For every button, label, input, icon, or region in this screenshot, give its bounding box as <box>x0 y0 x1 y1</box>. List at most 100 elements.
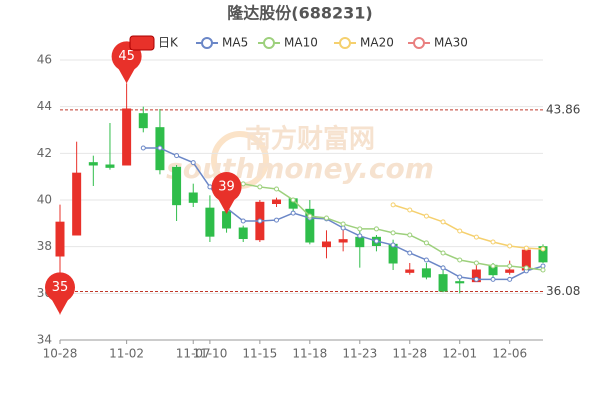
ma-point <box>440 250 446 256</box>
ma-point <box>357 233 363 239</box>
watermark: southmoney.com <box>166 152 434 185</box>
y-tick-label: 44 <box>37 99 52 113</box>
annotation-label: 35 <box>52 280 69 295</box>
candle-body <box>455 281 465 284</box>
ma-point <box>373 226 379 232</box>
ma-point <box>274 186 280 192</box>
candle-body <box>88 162 98 166</box>
ma-point <box>373 238 379 244</box>
x-tick-label: 11-02 <box>109 347 144 361</box>
x-tick-label: 11-10 <box>192 347 227 361</box>
candle-body <box>122 108 132 166</box>
ma-point <box>473 276 479 282</box>
candle-body <box>55 221 65 257</box>
y-tick-label: 42 <box>37 146 52 160</box>
reference-label: 36.08 <box>546 284 580 298</box>
ma-point <box>423 257 429 263</box>
x-tick-label: 11-07 <box>176 347 211 361</box>
ma-point <box>407 232 413 238</box>
ma-point <box>407 207 413 213</box>
candle-body <box>72 172 82 236</box>
ma-point <box>423 240 429 246</box>
y-tick-label: 38 <box>37 239 52 253</box>
ma-point <box>190 160 196 166</box>
ma-point <box>473 260 479 266</box>
x-tick-label: 10-28 <box>43 347 78 361</box>
ma-point <box>423 213 429 219</box>
x-tick-label: 12-06 <box>492 347 527 361</box>
legend-icon <box>201 37 213 49</box>
candle-body <box>305 208 315 243</box>
candle-body <box>205 207 215 237</box>
candle-body <box>405 269 415 273</box>
ma-point <box>390 242 396 248</box>
ma-point <box>240 181 246 187</box>
ma-point <box>473 234 479 240</box>
ma-point <box>390 230 396 236</box>
y-tick-label: 34 <box>37 333 52 347</box>
ma-point <box>507 243 513 249</box>
x-tick-label: 12-01 <box>442 347 477 361</box>
ma-point <box>357 226 363 232</box>
ma-point <box>523 245 529 251</box>
ma-point <box>540 246 546 252</box>
ma-point <box>490 276 496 282</box>
ma-point <box>257 184 263 190</box>
legend-label: MA5 <box>222 36 248 50</box>
ma-point <box>174 153 180 159</box>
ma-point <box>390 202 396 208</box>
legend-label: MA20 <box>360 36 394 50</box>
candle-body <box>505 269 515 273</box>
chart-title: 隆达股份(688231) <box>227 4 372 23</box>
candle-body <box>222 211 232 229</box>
ma-point <box>290 210 296 216</box>
annotation-label: 45 <box>118 49 135 64</box>
x-tick-label: 11-23 <box>342 347 377 361</box>
ma-point <box>457 228 463 234</box>
ma-point <box>490 239 496 245</box>
annotation-pin-head <box>45 272 75 303</box>
ma-point <box>457 257 463 263</box>
ma-point <box>257 218 263 224</box>
candle-body <box>355 236 365 248</box>
y-tick-label: 40 <box>37 193 52 207</box>
reference-label: 43.86 <box>546 102 580 116</box>
candle-body <box>321 241 331 248</box>
ma-point <box>457 274 463 280</box>
legend-label: MA30 <box>434 36 468 50</box>
ma-point <box>274 217 280 223</box>
candle-body <box>438 274 448 292</box>
ma-point <box>540 267 546 273</box>
candle-body <box>272 199 282 204</box>
x-tick-label: 11-18 <box>292 347 327 361</box>
annotation-label: 39 <box>218 180 235 195</box>
x-tick-label: 11-28 <box>392 347 427 361</box>
y-tick-label: 46 <box>37 53 52 67</box>
legend-label: 日K <box>158 36 179 50</box>
ma-point <box>307 213 313 219</box>
ma-point <box>157 145 163 151</box>
annotation-pin-head <box>211 172 242 202</box>
candle-body <box>338 239 348 243</box>
ma-point <box>207 184 213 190</box>
legend-icon <box>413 37 425 49</box>
ma-line <box>392 204 544 250</box>
candle-body <box>138 113 148 129</box>
ma-point <box>440 265 446 271</box>
ma-point <box>507 263 513 269</box>
ma-point <box>490 263 496 269</box>
legend-label: MA10 <box>284 36 318 50</box>
candle-body <box>105 164 115 168</box>
ma-point <box>340 225 346 231</box>
ma-point <box>290 197 296 203</box>
ma-point <box>507 276 513 282</box>
ma-point <box>407 250 413 256</box>
ma-point <box>340 221 346 227</box>
ma-point <box>540 263 546 269</box>
candle-body <box>421 268 431 278</box>
ma-point <box>140 145 146 151</box>
candle-body <box>238 227 248 239</box>
ma-point <box>240 218 246 224</box>
ma-line <box>226 177 544 271</box>
